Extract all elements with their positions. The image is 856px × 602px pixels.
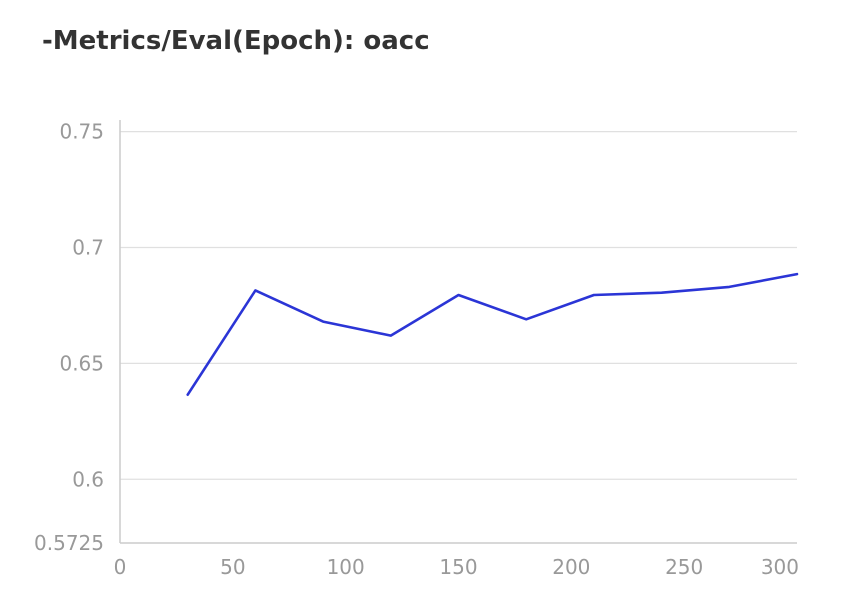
y-tick-label: 0.7: [72, 235, 104, 259]
grid-lines: [120, 130, 797, 480]
x-tick-label: 300: [761, 555, 799, 579]
x-tick-label: 200: [552, 555, 590, 579]
x-tick-label: 100: [327, 555, 365, 579]
x-tick-label: 250: [665, 555, 703, 579]
x-tick-label: 0: [114, 555, 127, 579]
data-point: [320, 319, 326, 325]
y-tick-label: 0.5725: [34, 531, 104, 555]
x-axis-tick-labels: 0 50 100 150 200 250 300: [114, 555, 799, 579]
data-point: [456, 292, 462, 298]
series-layer: [185, 271, 800, 398]
data-point: [726, 284, 732, 290]
data-point: [523, 316, 529, 322]
axes: [119, 120, 797, 544]
data-point: [185, 392, 191, 398]
data-point: [794, 271, 800, 277]
series-line: [186, 272, 799, 397]
x-tick-label: 150: [439, 555, 477, 579]
y-tick-label: 0.75: [59, 120, 104, 144]
x-tick-label: 50: [220, 555, 245, 579]
data-point: [388, 333, 394, 339]
y-axis-tick-labels: 0.5725 0.6 0.65 0.7 0.75: [34, 120, 104, 555]
data-point: [591, 292, 597, 298]
chart-title: -Metrics/Eval(Epoch): oacc: [42, 26, 430, 56]
y-tick-label: 0.65: [59, 351, 104, 375]
data-point: [659, 290, 665, 296]
y-tick-label: 0.6: [72, 467, 104, 491]
data-point: [252, 287, 258, 293]
